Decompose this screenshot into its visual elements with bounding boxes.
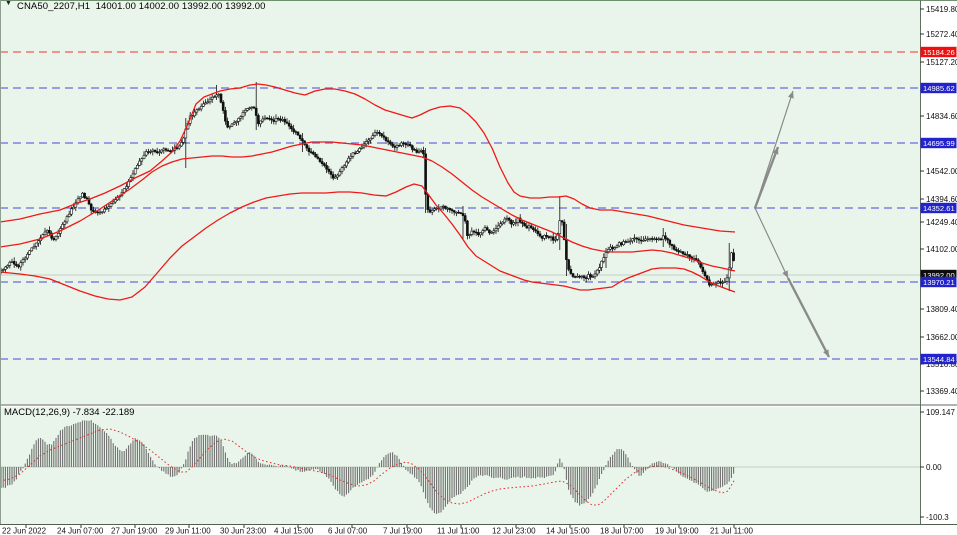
svg-text:14394.60: 14394.60: [926, 195, 957, 204]
price-level-lines[interactable]: [0, 51, 920, 360]
svg-text:13662.00: 13662.00: [926, 333, 957, 342]
svg-text:13544.84: 13544.84: [923, 355, 955, 364]
svg-text:109.147: 109.147: [926, 408, 955, 417]
svg-text:15127.20: 15127.20: [926, 58, 957, 67]
collapse-panel-icon[interactable]: ▼: [5, 0, 12, 7]
price-badge: [920, 202, 957, 214]
bollinger-lower-band: [0, 183, 736, 301]
candlestick-series: [0, 82, 735, 291]
svg-text:19 Jul 19:00: 19 Jul 19:00: [655, 527, 699, 535]
svg-text:14695.99: 14695.99: [923, 139, 955, 148]
svg-text:27 Jun 19:00: 27 Jun 19:00: [111, 527, 158, 535]
svg-text:14985.62: 14985.62: [923, 84, 955, 93]
svg-text:30 Jun 23:00: 30 Jun 23:00: [220, 527, 267, 535]
svg-text:13992.00: 13992.00: [923, 271, 955, 280]
svg-text:14 Jul 15:00: 14 Jul 15:00: [546, 527, 590, 535]
svg-text:13809.40: 13809.40: [926, 305, 957, 314]
time-axis[interactable]: 22 Jun 2022 24 Jun 07:00 27 Jun 19:00 29 Ju…: [2, 525, 754, 535]
svg-text:21 Jul 11:00: 21 Jul 11:00: [710, 527, 754, 535]
svg-text:14542.00: 14542.00: [926, 167, 957, 176]
svg-text:14249.40: 14249.40: [926, 218, 957, 227]
svg-text:12 Jul 23:00: 12 Jul 23:00: [492, 527, 536, 535]
svg-text:4 Jul 15:00: 4 Jul 15:00: [274, 527, 314, 535]
projection-arrows[interactable]: [753, 90, 831, 358]
bollinger-bands: [0, 83, 736, 301]
svg-text:22 Jun 2022: 22 Jun 2022: [2, 527, 47, 535]
svg-text:15184.26: 15184.26: [923, 48, 955, 57]
svg-text:14352.61: 14352.61: [923, 204, 955, 213]
price-axis[interactable]: 15419.80 15272.40 15127.20 14834.60 14542.00…: [920, 5, 957, 522]
price-badge: [920, 276, 957, 288]
price-badge: [920, 137, 957, 149]
svg-text:14834.60: 14834.60: [926, 112, 957, 121]
svg-text:-100.3: -100.3: [926, 513, 949, 522]
price-badge: [920, 46, 957, 58]
svg-text:13970.21: 13970.21: [923, 278, 955, 287]
macd-panel: [0, 420, 920, 514]
price-badge: [920, 82, 957, 94]
svg-text:24 Jun 07:00: 24 Jun 07:00: [57, 527, 104, 535]
svg-text:13369.40: 13369.40: [926, 387, 957, 396]
svg-text:11 Jul 11:00: 11 Jul 11:00: [437, 527, 480, 535]
svg-text:6 Jul 07:00: 6 Jul 07:00: [328, 527, 368, 535]
price-badge: [920, 269, 957, 281]
svg-text:15419.80: 15419.80: [926, 5, 957, 14]
svg-text:0.00: 0.00: [926, 463, 942, 472]
svg-text:7 Jul 19:00: 7 Jul 19:00: [383, 527, 423, 535]
svg-text:13516.80: 13516.80: [926, 360, 957, 369]
svg-text:15272.40: 15272.40: [926, 30, 957, 39]
svg-text:29 Jun 11:00: 29 Jun 11:00: [165, 527, 211, 535]
panel-separator[interactable]: [0, 404, 957, 408]
svg-text:14102.00: 14102.00: [926, 245, 957, 254]
bollinger-upper-band: [0, 83, 736, 233]
price-badge: [920, 353, 957, 365]
bollinger-middle-band: [0, 141, 736, 272]
svg-text:18 Jul 07:00: 18 Jul 07:00: [600, 527, 644, 535]
macd-signal-line: [0, 428, 736, 506]
